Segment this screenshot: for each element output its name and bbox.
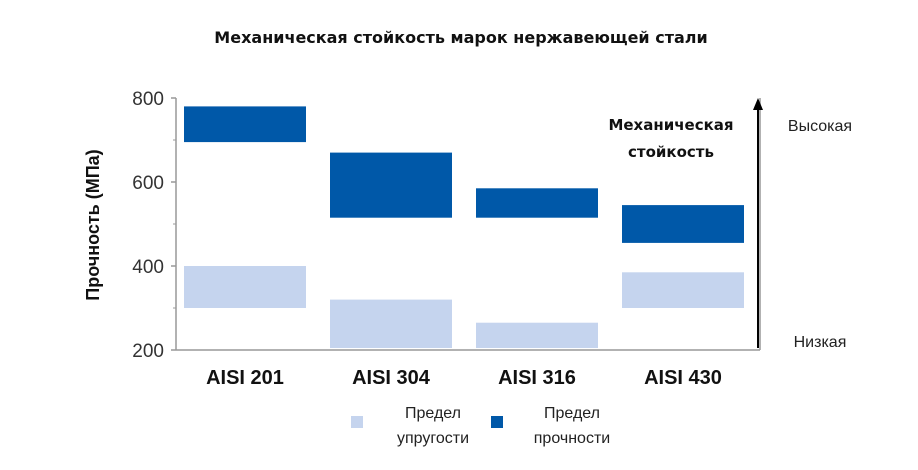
annotation-line-1: Механическая: [608, 116, 733, 134]
tensile-strength-bar-aisi-304: [330, 152, 452, 218]
high-label: Высокая: [788, 118, 852, 135]
y-ticks: 200 400 600 800: [132, 89, 176, 362]
tensile-strength-bar-aisi-316: [476, 188, 598, 218]
bars: [184, 106, 744, 348]
elastic-limit-bar-aisi-304: [330, 299, 452, 348]
legend-item-strength: Предел прочности: [491, 405, 610, 447]
elastic-limit-bar-aisi-201: [184, 266, 306, 308]
elastic-limit-bar-aisi-316: [476, 322, 598, 348]
legend-strength-line-1: Предел: [544, 405, 600, 422]
chart-title: Механическая стойкость марок нержавеющей…: [214, 28, 707, 47]
legend-item-elastic: Предел упругости: [351, 405, 469, 447]
arrow-up-icon: [753, 98, 763, 110]
legend-elastic-line-2: упругости: [397, 430, 469, 447]
annotation-line-2: стойкость: [628, 143, 714, 161]
legend-swatch-strength: [491, 416, 503, 428]
tensile-strength-bar-aisi-201: [184, 106, 306, 143]
resistance-annotation: Механическая стойкость Высокая Низкая: [608, 98, 852, 351]
y-tick-label: 200: [132, 341, 164, 362]
category-label: AISI 316: [498, 367, 576, 389]
low-label: Низкая: [794, 334, 847, 351]
legend: Предел упругости Предел прочности: [351, 405, 610, 447]
legend-strength-line-2: прочности: [534, 430, 610, 447]
category-labels: AISI 201 AISI 304 AISI 316 AISI 430: [206, 367, 722, 389]
legend-elastic-line-1: Предел: [405, 405, 461, 422]
category-label: AISI 201: [206, 367, 284, 389]
category-label: AISI 430: [644, 367, 722, 389]
y-axis-label: Прочность (МПа): [83, 149, 103, 300]
tensile-strength-bar-aisi-430: [622, 205, 744, 243]
y-tick-label: 800: [132, 89, 164, 110]
y-tick-label: 400: [132, 257, 164, 278]
category-label: AISI 304: [352, 367, 431, 389]
legend-swatch-elastic: [351, 416, 363, 428]
y-tick-label: 600: [132, 173, 164, 194]
elastic-limit-bar-aisi-430: [622, 272, 744, 308]
